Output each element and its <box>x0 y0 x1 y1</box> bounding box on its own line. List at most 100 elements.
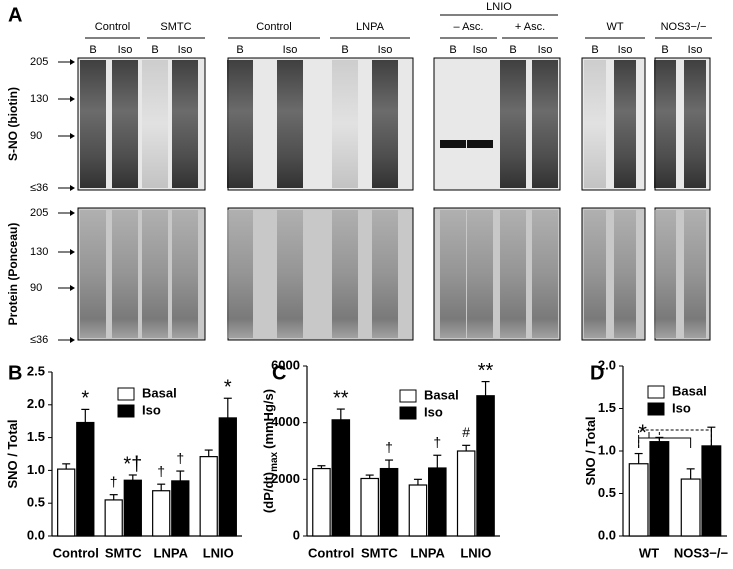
blot-lane <box>227 60 253 188</box>
group-label: NOS3−/− <box>661 21 707 33</box>
bar <box>312 467 331 537</box>
group-label: + Asc. <box>515 21 545 33</box>
y-axis-label: SNO / Total <box>5 419 20 488</box>
blot-lane <box>532 60 558 188</box>
blot-lane <box>227 210 253 338</box>
legend-swatch <box>117 387 135 401</box>
super-group-label: LNIO <box>486 1 512 13</box>
blot-lane <box>584 210 606 338</box>
bar <box>104 499 123 537</box>
significance-mark: * <box>81 388 89 410</box>
legend-swatch <box>399 406 417 420</box>
y-tick-label: 0.0 <box>598 527 616 542</box>
bar <box>76 421 95 537</box>
blot-band <box>467 140 493 148</box>
blot-lane <box>172 60 198 188</box>
blot-lane <box>332 210 358 338</box>
x-tick-label: Control <box>308 545 354 560</box>
bar <box>476 395 495 537</box>
blot-lane <box>440 210 466 338</box>
y-tick-label: 1.5 <box>27 429 45 444</box>
mw-marker: ≤36 <box>30 182 48 194</box>
y-label-unit: (mmHg/s) <box>261 389 276 449</box>
group-label: Control <box>256 21 291 33</box>
significance-mark: † <box>433 434 441 450</box>
x-tick-label: LNIO <box>460 545 491 560</box>
significance-mark: † <box>176 450 184 466</box>
x-tick-label: WT <box>639 545 659 560</box>
bar <box>628 463 649 537</box>
legend-swatch <box>117 404 135 418</box>
y-tick-label: 2.0 <box>598 357 616 372</box>
lane-label: B <box>661 44 668 56</box>
mw-arrowhead <box>70 210 75 216</box>
blot-ylabel: Protein (Ponceau) <box>6 223 20 326</box>
legend-label: Iso <box>672 400 691 415</box>
mw-marker: 205 <box>30 207 48 219</box>
blot-lane <box>332 60 358 188</box>
x-tick-label: SMTC <box>105 545 142 560</box>
x-tick-label: NOS3−/− <box>674 545 729 560</box>
y-tick-label: 1.5 <box>598 400 616 415</box>
y-tick-label: 4000 <box>271 414 300 429</box>
bar <box>701 445 722 537</box>
bar <box>218 417 237 537</box>
y-tick-label: 6000 <box>271 357 300 372</box>
group-label: WT <box>606 21 623 33</box>
legend-label: Iso <box>142 402 161 417</box>
y-tick-label: 2000 <box>271 471 300 486</box>
y-label-text: SNO / Total <box>583 416 598 485</box>
legend-label: Basal <box>672 383 707 398</box>
x-tick-label: LNIO <box>203 545 234 560</box>
blot-lane <box>80 210 106 338</box>
significance-mark: † <box>385 439 393 455</box>
significance-mark: *† <box>123 453 142 475</box>
blot-lane <box>112 60 138 188</box>
panel-label: B <box>8 362 22 384</box>
mw-arrowhead <box>70 337 75 343</box>
y-tick-label: 1.0 <box>27 462 45 477</box>
blot-lane <box>172 210 198 338</box>
x-tick-label: Control <box>53 545 99 560</box>
mw-marker: 90 <box>30 282 42 294</box>
mw-marker: 90 <box>30 130 42 142</box>
y-tick-label: 1.0 <box>598 442 616 457</box>
mw-arrowhead <box>70 185 75 191</box>
bar <box>408 484 428 537</box>
mw-arrowhead <box>70 96 75 102</box>
bar <box>171 480 190 537</box>
mw-marker: ≤36 <box>30 334 48 346</box>
significance-mark: † <box>110 473 118 489</box>
y-label-text: (dP/dt) <box>261 472 276 513</box>
bar <box>428 467 447 537</box>
y-tick-label: 0.5 <box>27 495 45 510</box>
blot-lane <box>684 60 706 188</box>
group-label: SMTC <box>160 21 191 33</box>
x-tick-label: LNPA <box>410 545 445 560</box>
blot-lane <box>654 210 676 338</box>
bar <box>331 419 351 537</box>
significance-mark: ** <box>478 360 494 382</box>
lane-label: B <box>151 44 158 56</box>
x-tick-label: LNPA <box>154 545 189 560</box>
group-label: LNPA <box>356 21 385 33</box>
blot-lane <box>142 60 168 188</box>
group-label: Control <box>95 21 130 33</box>
legend-label: Basal <box>424 387 459 402</box>
y-label-text: SNO / Total <box>5 419 20 488</box>
mw-arrowhead <box>70 133 75 139</box>
panel-label: C <box>272 362 286 384</box>
mw-marker: 205 <box>30 56 48 68</box>
bar <box>152 490 171 537</box>
blot-lane <box>684 210 706 338</box>
group-label: – Asc. <box>454 21 484 33</box>
blot-lane <box>532 210 558 338</box>
lane-label: Iso <box>618 44 633 56</box>
x-tick-label: SMTC <box>361 545 398 560</box>
lane-label: B <box>449 44 456 56</box>
bar <box>379 467 399 537</box>
lane-label: Iso <box>118 44 133 56</box>
y-tick-label: 0 <box>293 527 300 542</box>
lane-label: B <box>89 44 96 56</box>
